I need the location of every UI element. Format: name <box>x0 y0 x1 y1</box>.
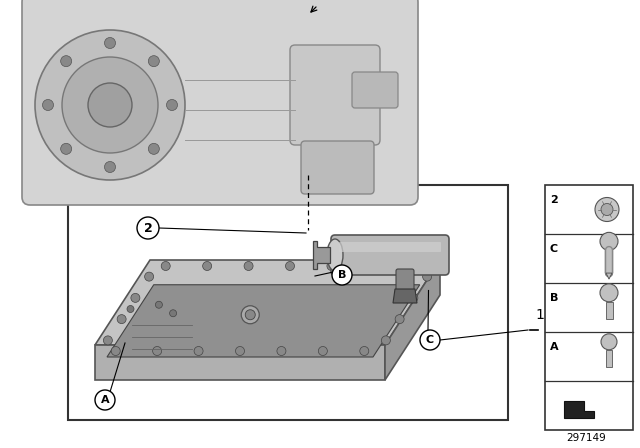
Circle shape <box>327 262 336 271</box>
Circle shape <box>145 272 154 281</box>
Text: 2: 2 <box>550 195 557 205</box>
Circle shape <box>104 38 115 48</box>
Text: A: A <box>100 395 109 405</box>
Circle shape <box>61 143 72 155</box>
Circle shape <box>111 346 120 356</box>
Text: C: C <box>426 335 434 345</box>
Polygon shape <box>385 260 440 380</box>
Circle shape <box>601 203 613 215</box>
Circle shape <box>35 30 185 180</box>
Circle shape <box>332 265 352 285</box>
FancyBboxPatch shape <box>22 0 418 205</box>
Circle shape <box>153 346 162 356</box>
Circle shape <box>131 293 140 302</box>
Circle shape <box>241 306 259 324</box>
Circle shape <box>595 198 619 221</box>
Polygon shape <box>107 285 420 357</box>
Circle shape <box>95 390 115 410</box>
Circle shape <box>360 346 369 356</box>
Circle shape <box>244 262 253 271</box>
Circle shape <box>203 262 212 271</box>
Circle shape <box>601 334 617 350</box>
Polygon shape <box>564 401 594 418</box>
FancyBboxPatch shape <box>331 235 449 275</box>
Circle shape <box>420 330 440 350</box>
Circle shape <box>194 346 203 356</box>
Text: C: C <box>550 244 558 254</box>
Polygon shape <box>606 273 612 279</box>
Bar <box>605 302 612 319</box>
Polygon shape <box>95 345 385 380</box>
Circle shape <box>277 346 286 356</box>
Text: B: B <box>550 293 558 303</box>
Circle shape <box>318 346 327 356</box>
Circle shape <box>395 314 404 323</box>
FancyBboxPatch shape <box>396 269 414 295</box>
Circle shape <box>381 336 390 345</box>
Circle shape <box>600 284 618 302</box>
Circle shape <box>137 217 159 239</box>
Circle shape <box>422 272 431 281</box>
Circle shape <box>88 83 132 127</box>
FancyBboxPatch shape <box>290 45 380 145</box>
Circle shape <box>166 99 177 111</box>
FancyBboxPatch shape <box>301 141 374 194</box>
Circle shape <box>156 301 163 308</box>
Circle shape <box>409 293 418 302</box>
Circle shape <box>285 262 294 271</box>
Text: 297149: 297149 <box>566 433 606 443</box>
Text: 1: 1 <box>535 308 544 322</box>
Circle shape <box>369 262 378 271</box>
Ellipse shape <box>327 239 343 271</box>
Circle shape <box>245 310 255 320</box>
Polygon shape <box>95 260 440 345</box>
Circle shape <box>170 310 177 317</box>
Bar <box>68 185 508 420</box>
Circle shape <box>148 143 159 155</box>
Circle shape <box>104 336 113 345</box>
Circle shape <box>42 99 54 111</box>
Circle shape <box>62 57 158 153</box>
FancyBboxPatch shape <box>339 242 441 252</box>
Text: A: A <box>550 342 559 352</box>
Text: 2: 2 <box>143 221 152 234</box>
Circle shape <box>410 262 419 271</box>
Bar <box>545 185 633 430</box>
Circle shape <box>236 346 244 356</box>
Polygon shape <box>313 241 330 269</box>
Text: B: B <box>338 270 346 280</box>
FancyBboxPatch shape <box>352 72 398 108</box>
Circle shape <box>61 56 72 67</box>
Circle shape <box>148 56 159 67</box>
Polygon shape <box>393 289 417 303</box>
Circle shape <box>127 306 134 313</box>
Circle shape <box>161 262 170 271</box>
Circle shape <box>104 161 115 172</box>
Bar <box>606 350 612 367</box>
Circle shape <box>117 314 126 323</box>
Circle shape <box>600 233 618 250</box>
